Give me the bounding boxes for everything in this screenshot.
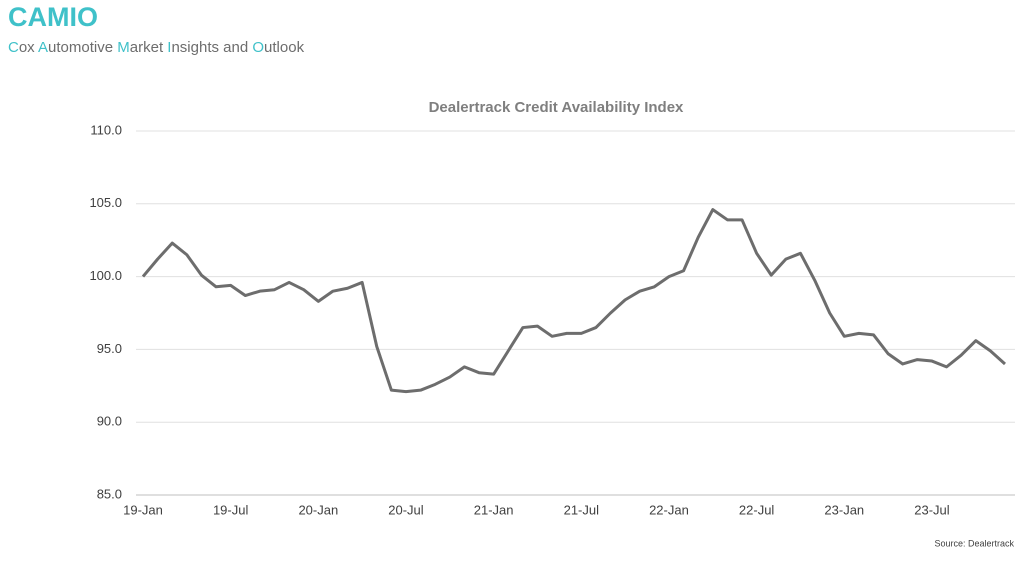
x-tick-label: 21-Jan xyxy=(474,502,514,517)
y-tick-label: 95.0 xyxy=(97,341,122,356)
x-tick-label: 21-Jul xyxy=(564,502,600,517)
brand-title: CAMIO xyxy=(8,2,98,32)
x-tick-label: 20-Jan xyxy=(298,502,338,517)
x-tick-label: 19-Jan xyxy=(123,502,163,517)
y-tick-label: 90.0 xyxy=(97,414,122,429)
x-tick-label: 23-Jul xyxy=(914,502,950,517)
brand-subtitle: Cox Automotive Market Insights and Outlo… xyxy=(8,39,305,56)
chart-title: Dealertrack Credit Availability Index xyxy=(429,99,684,116)
x-tick-label: 23-Jan xyxy=(824,502,864,517)
x-tick-label: 19-Jul xyxy=(213,502,249,517)
x-tick-label: 22-Jan xyxy=(649,502,689,517)
y-tick-label: 85.0 xyxy=(97,486,122,501)
y-tick-label: 100.0 xyxy=(89,268,122,283)
source: Source: Dealertrack xyxy=(934,538,1014,548)
line-series xyxy=(141,208,1007,394)
y-tick-label: 105.0 xyxy=(89,195,122,210)
y-tick-label: 110.0 xyxy=(90,122,122,137)
x-tick-label: 22-Jul xyxy=(739,502,775,517)
x-tick-label: 20-Jul xyxy=(388,502,424,517)
